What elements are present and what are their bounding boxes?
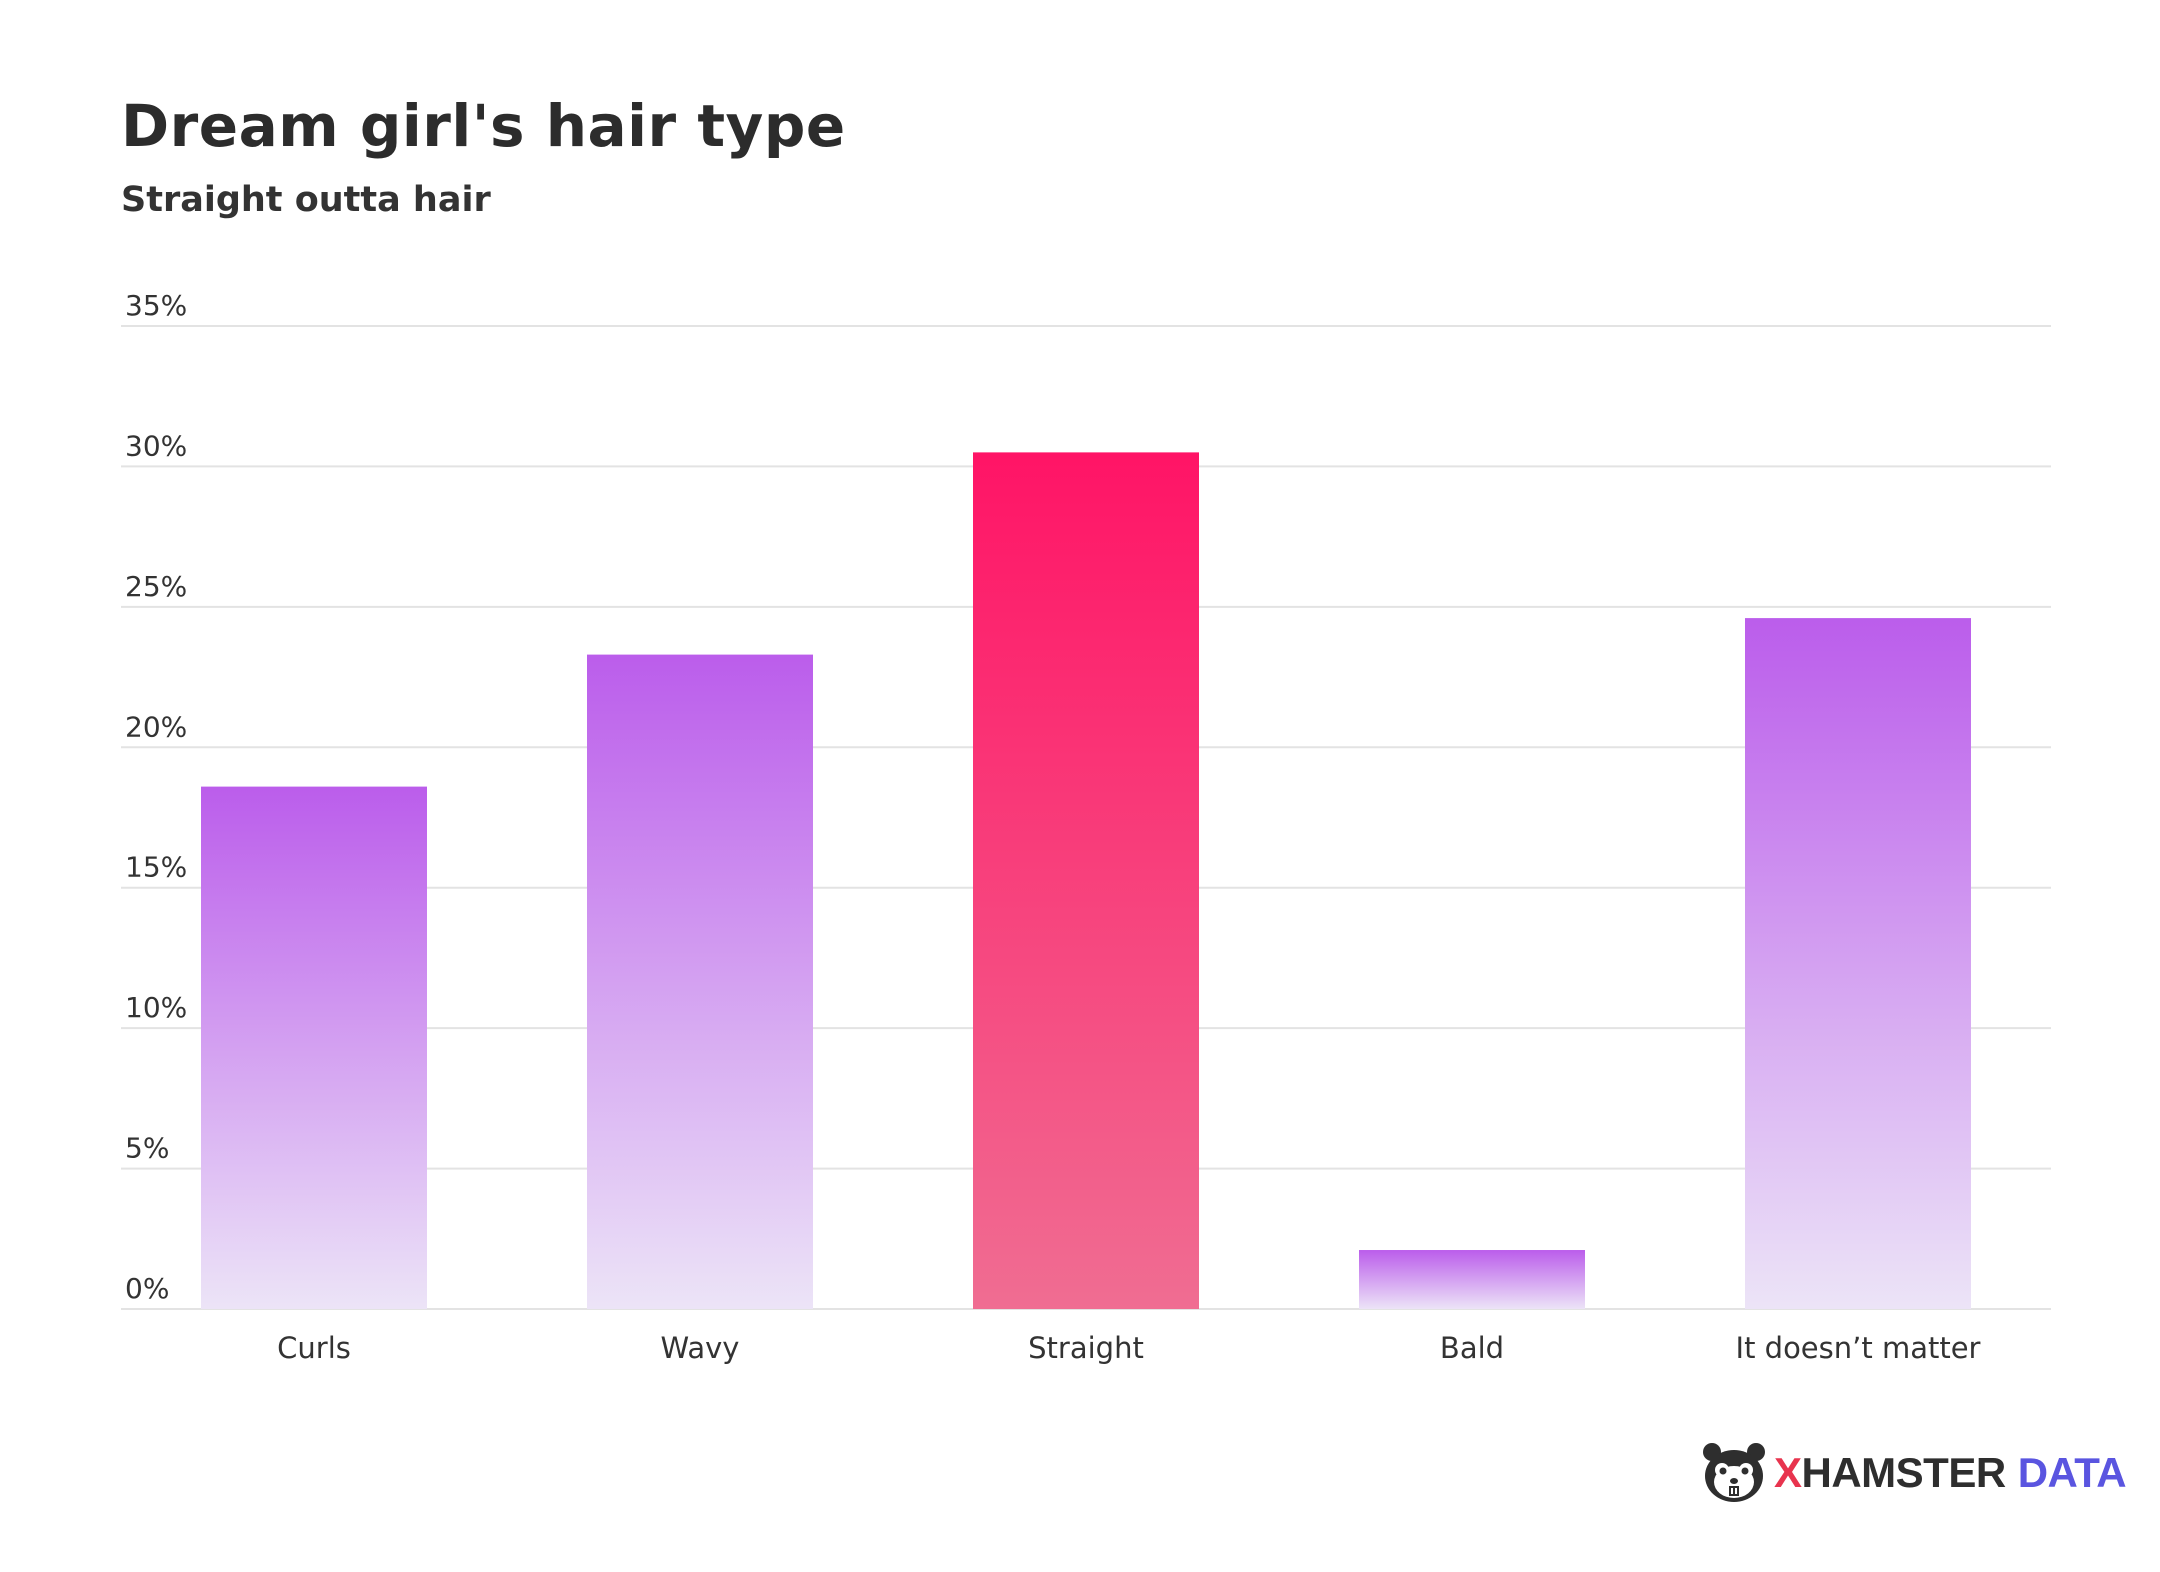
chart-title: Dream girl's hair type [121, 92, 846, 160]
chart-subtitle: Straight outta hair [121, 180, 491, 220]
logo-hamster: HAMSTER [1801, 1449, 2007, 1496]
y-tick-label: 15% [125, 851, 187, 884]
brand-logo: X HAMSTER DATA [1700, 1438, 2127, 1508]
x-category-label: It doesn’t matter [1736, 1331, 1981, 1365]
y-tick-label: 10% [125, 991, 187, 1024]
y-tick-label: 30% [125, 429, 187, 462]
y-tick-label: 25% [125, 570, 187, 603]
logo-x: X [1774, 1449, 1802, 1496]
bar-wavy [587, 654, 813, 1309]
logo-data: DATA [2017, 1449, 2127, 1496]
hamster-icon [1703, 1443, 1765, 1502]
y-tick-label: 0% [125, 1272, 169, 1305]
bar-it-doesn-t-matter [1745, 618, 1971, 1309]
bar-curls [201, 786, 427, 1309]
y-tick-label: 20% [125, 710, 187, 743]
y-tick-label: 35% [125, 289, 187, 322]
x-category-label: Wavy [661, 1331, 740, 1365]
x-category-label: Straight [1028, 1331, 1144, 1365]
x-category-label: Bald [1440, 1331, 1504, 1365]
bar-straight [973, 452, 1199, 1309]
x-category-label: Curls [277, 1331, 351, 1365]
y-tick-label: 5% [125, 1132, 169, 1165]
bar-bald [1359, 1250, 1585, 1309]
